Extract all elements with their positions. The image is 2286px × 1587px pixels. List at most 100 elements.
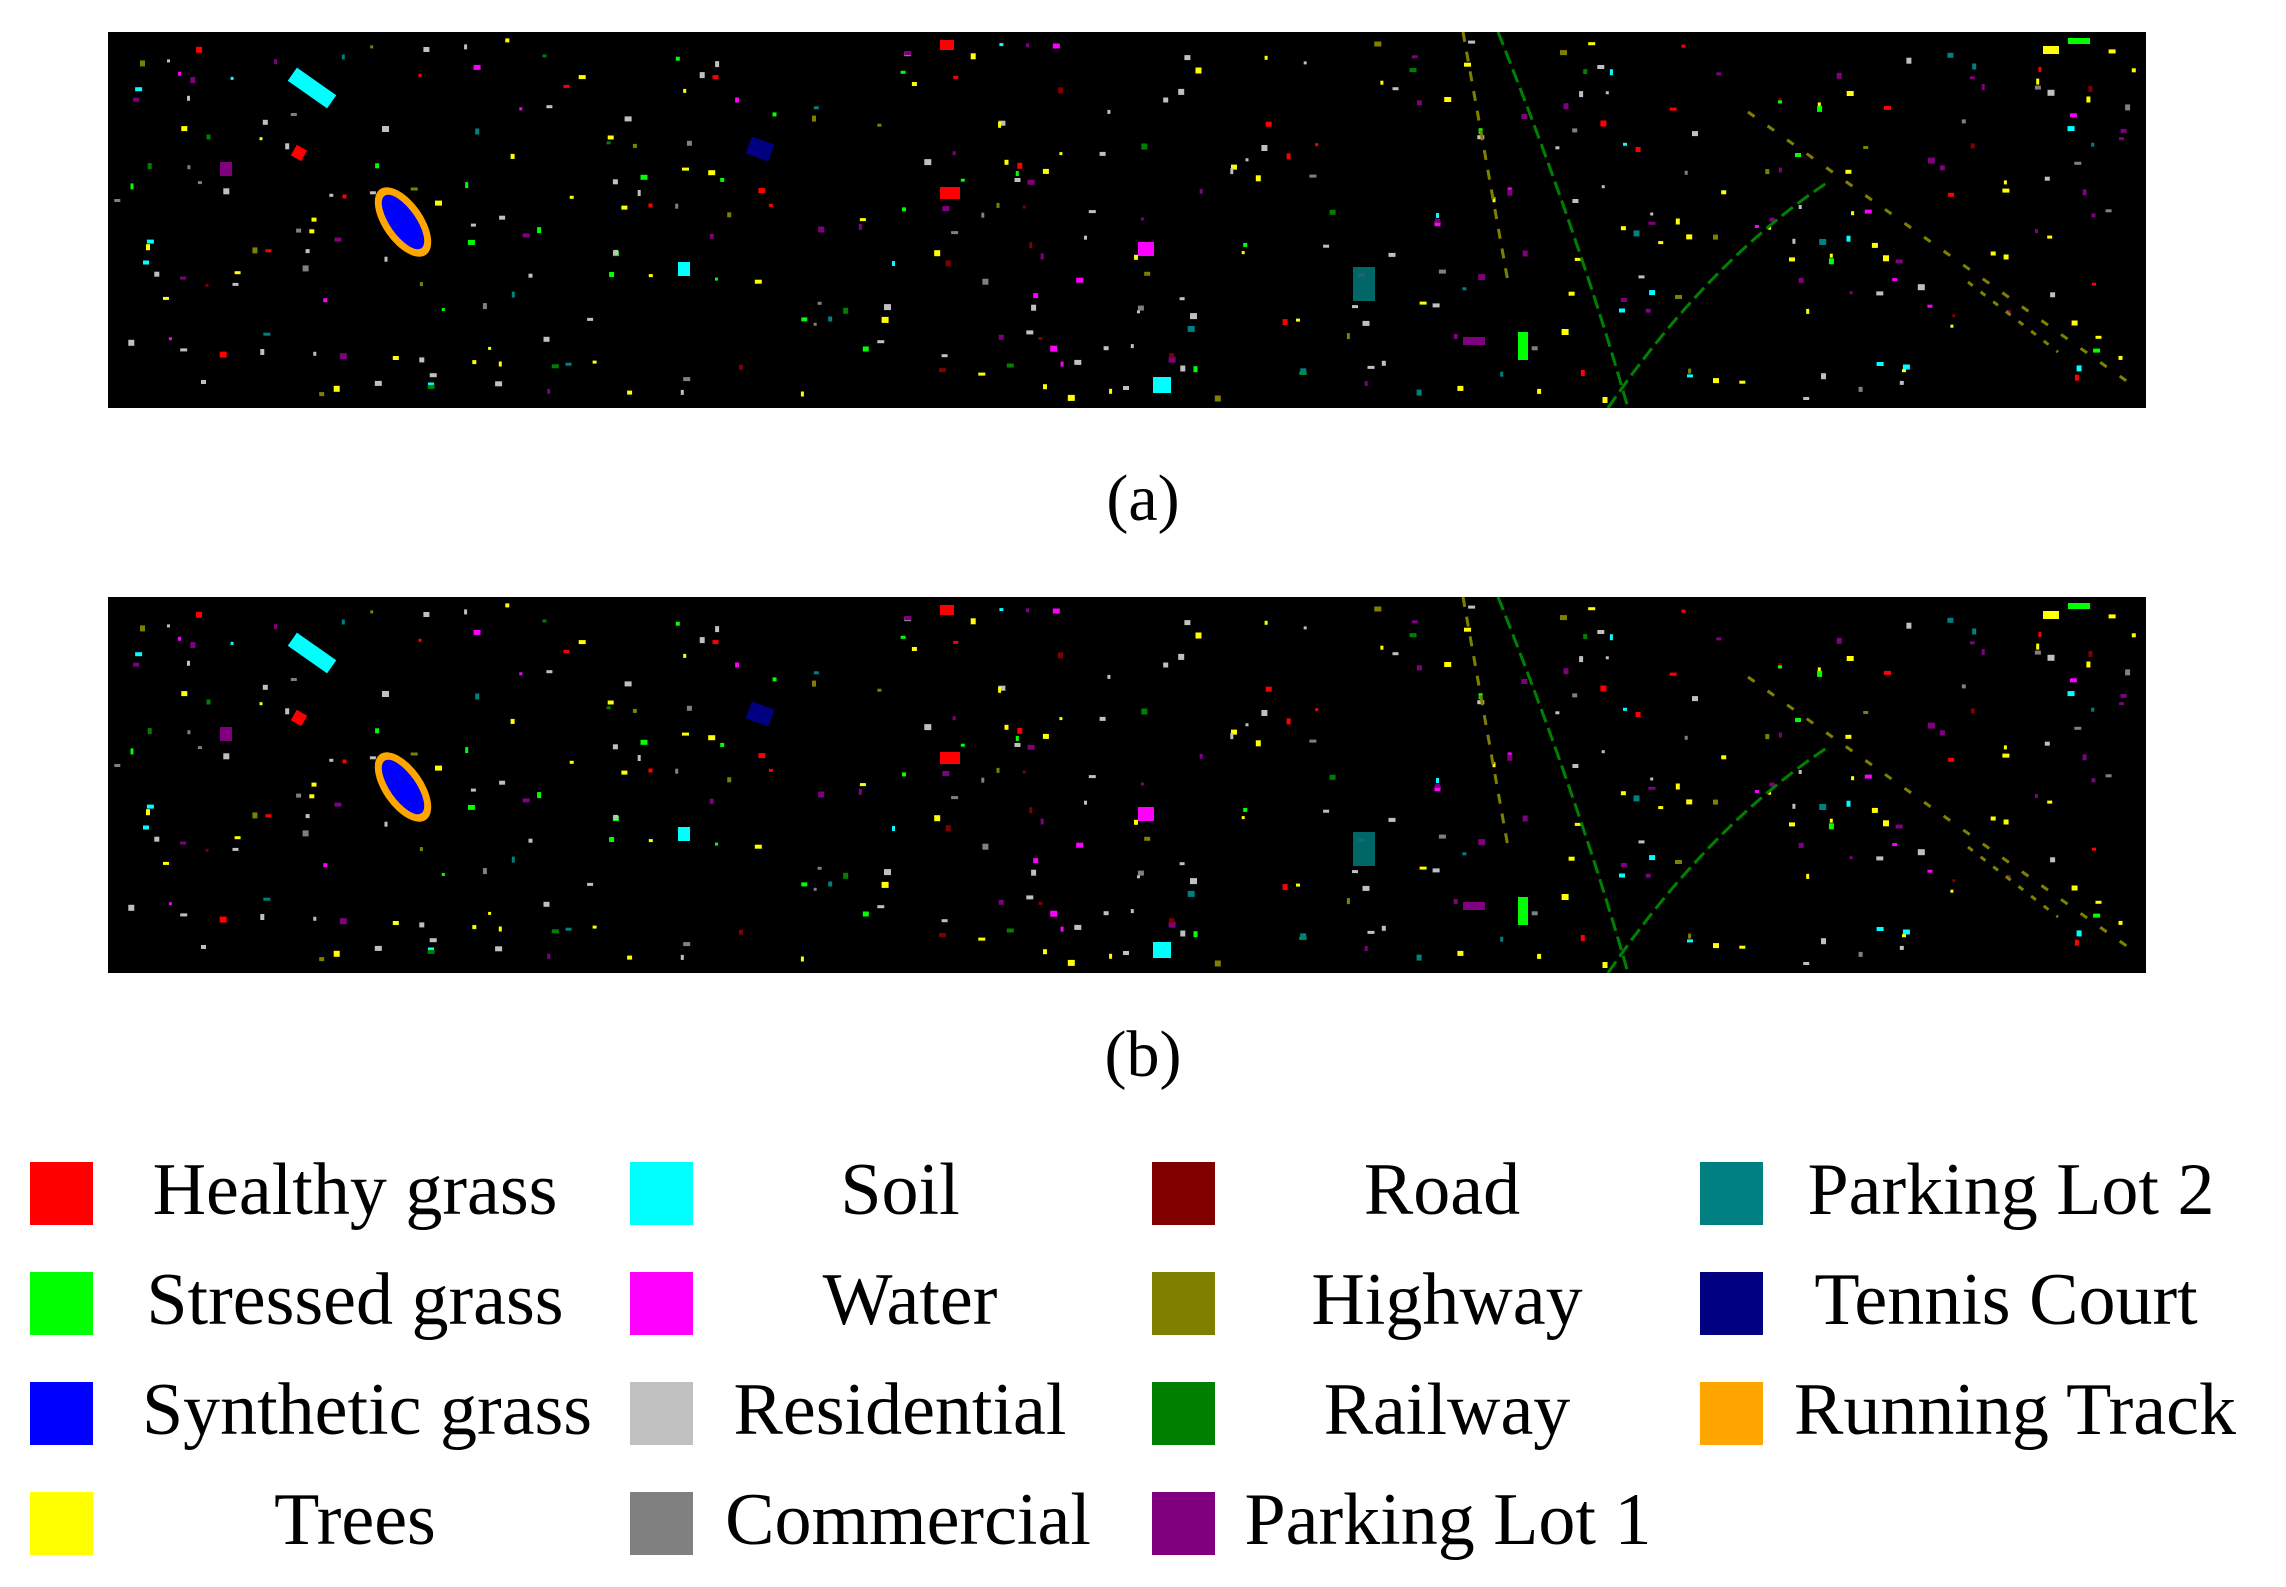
map-pixel [473,629,481,635]
map-pixel [675,621,680,626]
map-pixel [1416,100,1422,106]
map-pixel [951,231,959,235]
map-pixel [274,59,277,65]
map-pixel [941,354,948,358]
legend-swatch [1700,1272,1763,1335]
map-pixel [606,141,611,145]
map-pixel [877,123,882,127]
map-pixel [285,143,290,150]
parking-lot-2-patch [1353,267,1375,301]
map-pixel [892,826,895,831]
map-pixel [1765,169,1770,175]
map-pixel [510,718,515,724]
map-pixel [828,881,833,887]
map-pixel [607,700,614,705]
map-pixel [1059,152,1063,156]
map-pixel [2082,189,2087,196]
map-pixel [2050,292,2056,298]
map-pixel [334,802,342,807]
map-pixel [1409,68,1417,73]
map-pixel [2091,707,2095,712]
map-pixel [1411,55,1418,59]
map-pixel [1990,251,1996,256]
map-pixel [1713,234,1718,240]
map-pixel [1352,305,1358,309]
map-pixel [1006,928,1014,933]
map-pixel [464,609,468,615]
map-pixel [1892,843,1898,847]
map-pixel [683,653,687,658]
map-pixel [435,200,442,206]
map-pixel [1876,291,1884,296]
map-pixel [1130,909,1134,914]
map-pixel [1619,308,1625,313]
map-pixel [1109,388,1113,394]
legend-label: Highway [1311,1259,1583,1341]
map-pixel [981,212,985,218]
map-pixel [290,678,297,681]
map-pixel [1374,41,1382,47]
map-pixel [569,760,574,764]
map-pixel [1409,633,1417,638]
map-pixel [801,882,808,887]
map-pixel [230,641,234,645]
map-pixel [206,134,211,140]
map-pixel [1563,668,1569,675]
map-pixel [339,918,347,925]
map-pixel [2125,669,2131,676]
map-pixel [1561,894,1569,900]
map-pixel [606,706,611,710]
map-pixel [232,847,239,851]
map-pixel [2125,104,2131,111]
map-pixel [392,356,399,360]
map-pixel [624,116,632,122]
map-pixel [1303,61,1307,65]
map-pixel [739,364,743,370]
map-pixel [181,691,188,697]
map-pixel [1231,729,1237,735]
map-pixel [146,804,154,809]
map-pixel [828,316,833,322]
map-pixel [2038,66,2042,72]
map-pixel [511,291,515,298]
map-pixel [1478,274,1486,281]
map-pixel [578,640,586,645]
map-pixel [537,792,542,799]
map-pixel [427,384,435,389]
map-pixel [1836,637,1842,644]
map-pixel [495,381,503,387]
synthetic-grass-patch [381,759,425,815]
map-pixel [223,753,230,760]
map-pixel [1754,790,1759,793]
map-pixel [470,788,476,792]
map-pixel [263,332,271,336]
map-pixel [263,897,271,901]
map-pixel [1792,238,1796,244]
map-pixel [1597,630,1605,634]
map-pixel [546,105,553,109]
map-pixel [1392,652,1399,656]
map-pixel [565,927,572,931]
map-pixel [511,856,515,863]
map-pixel [1416,389,1422,396]
map-pixel [1323,244,1330,248]
map-pixel [754,279,762,284]
map-pixel [163,296,169,300]
map-pixel [1716,637,1722,641]
map-pixel [464,44,468,50]
map-pixel [942,206,950,211]
map-pixel [1043,949,1047,955]
map-pixel [1602,962,1608,968]
map-pixel [339,353,347,360]
map-pixel [1884,670,1891,675]
map-pixel [128,339,135,346]
map-pixel [877,340,885,344]
map-pixel [465,747,469,754]
map-pixel [342,759,347,764]
map-pixel [2108,49,2116,54]
map-pixel [1038,336,1043,340]
soil-patch [287,632,337,674]
map-pixel [219,351,227,358]
map-pixel [708,735,716,741]
map-pixel [1004,159,1009,165]
